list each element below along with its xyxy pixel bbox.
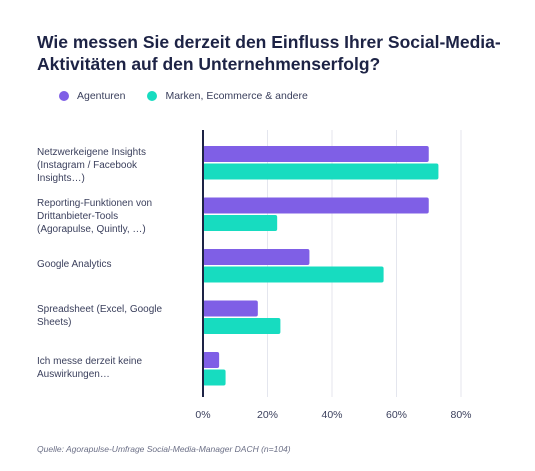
source-note: Quelle: Agorapulse-Umfrage Social-Media-… — [37, 444, 291, 454]
x-tick-label: 60% — [385, 409, 408, 421]
category-label-line: Sheets) — [37, 317, 72, 328]
legend-swatch-marken — [147, 91, 158, 101]
category-label-1: Reporting-Funktionen von Drittanbieter-To… — [37, 197, 192, 236]
x-tick-label: 80% — [450, 409, 472, 421]
category-label-line: Auswirkungen… — [37, 369, 110, 380]
category-label-line: (Agorapulse, Quintly, …) — [37, 224, 146, 235]
category-label-3: Spreadsheet (Excel, Google Sheets) — [37, 303, 192, 329]
category-label-line: Ich messe derzeit keine — [37, 356, 143, 367]
legend-item-marken: Marken, Ecommerce & andere — [147, 90, 308, 102]
x-tick-label: 20% — [256, 409, 279, 421]
chart-title: Wie messen Sie derzeit den Einfluss Ihre… — [37, 32, 501, 74]
category-label-line: Drittanbieter-Tools — [37, 211, 119, 222]
legend-swatch-agenturen — [59, 91, 69, 101]
legend-item-agenturen: Agenturen — [59, 90, 125, 102]
bar-agenturen-3 — [203, 300, 258, 317]
bar-marken-2 — [203, 266, 384, 283]
category-label-line: Spreadsheet (Excel, Google — [37, 304, 163, 315]
legend-label-agenturen: Agenturen — [77, 90, 126, 102]
category-label-line: (Instagram / Facebook — [37, 160, 138, 171]
x-tick-label: 0% — [195, 409, 211, 421]
bar-agenturen-4 — [203, 352, 220, 368]
bar-marken-1 — [203, 215, 278, 231]
legend: Agenturen Marken, Ecommerce & andere — [59, 90, 308, 102]
category-label-2: Google Analytics — [37, 258, 192, 271]
category-label-4: Ich messe derzeit keine Auswirkungen… — [37, 355, 192, 381]
category-label-line: Google Analytics — [37, 259, 112, 270]
category-label-0: Netzwerkeigene Insights (Instagram / Face… — [37, 146, 192, 185]
category-label-line: Reporting-Funktionen von — [37, 198, 153, 209]
bar-marken-4 — [203, 369, 226, 386]
x-tick-label: 40% — [321, 409, 343, 421]
bar-agenturen-2 — [203, 249, 310, 265]
category-label-line: Insights…) — [37, 173, 85, 184]
bar-agenturen-0 — [203, 146, 429, 162]
bar-agenturen-1 — [203, 197, 429, 214]
bar-marken-0 — [203, 163, 439, 180]
legend-label-marken: Marken, Ecommerce & andere — [165, 90, 308, 102]
category-label-line: Netzwerkeigene Insights — [37, 147, 146, 158]
bar-marken-3 — [203, 318, 281, 334]
